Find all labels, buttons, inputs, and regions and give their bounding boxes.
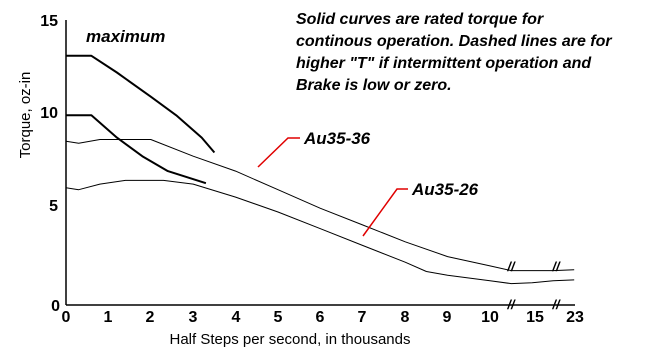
leader-line-au3536 bbox=[257, 137, 300, 168]
note-line: continous operation. Dashed lines are fo… bbox=[296, 33, 612, 50]
y-tick-label: 10 bbox=[40, 105, 58, 122]
x-tick-label: 15 bbox=[526, 309, 544, 326]
x-tick-label: 6 bbox=[316, 309, 325, 326]
x-tick-label: 23 bbox=[566, 309, 584, 326]
series-line bbox=[66, 54, 216, 154]
x-tick-label: 0 bbox=[62, 309, 71, 326]
x-tick-label: 10 bbox=[481, 309, 499, 326]
note-line: Solid curves are rated torque for bbox=[296, 11, 544, 28]
x-tick-label: 8 bbox=[401, 309, 410, 326]
axis-break-marks-group: // // // // bbox=[506, 259, 561, 312]
x-tick-label: 4 bbox=[232, 309, 241, 326]
axis-break-mark: // bbox=[551, 297, 561, 312]
y-tick-label: 0 bbox=[51, 298, 60, 315]
series-label-au3536: Au35-36 bbox=[303, 129, 371, 148]
y-tick-label: 5 bbox=[49, 198, 58, 215]
y-axis-title: Torque, oz-in bbox=[17, 72, 34, 159]
x-axis-title: Half Steps per second, in thousands bbox=[170, 331, 411, 348]
x-tick-label: 7 bbox=[358, 309, 367, 326]
x-tick-label: 2 bbox=[146, 309, 155, 326]
x-tick-label: 3 bbox=[189, 309, 198, 326]
series-line bbox=[66, 114, 207, 185]
axis-break-mark: // bbox=[506, 259, 516, 274]
x-tick-label: 9 bbox=[443, 309, 452, 326]
x-tick-label: 5 bbox=[274, 309, 283, 326]
curves-group bbox=[65, 54, 575, 285]
x-tick-label: 1 bbox=[104, 309, 113, 326]
series-line bbox=[65, 139, 575, 272]
note-line: higher "T" if intermittent operation and bbox=[296, 55, 592, 72]
series-line bbox=[65, 179, 575, 285]
y-tick-label: 15 bbox=[40, 13, 58, 30]
maximum-annotation: maximum bbox=[86, 27, 165, 46]
axis-break-mark: // bbox=[551, 259, 561, 274]
series-label-au3526: Au35-26 bbox=[411, 180, 479, 199]
leader-line-au3526 bbox=[362, 188, 408, 237]
note-line: Brake is low or zero. bbox=[296, 77, 452, 94]
axis-break-mark: // bbox=[506, 297, 516, 312]
